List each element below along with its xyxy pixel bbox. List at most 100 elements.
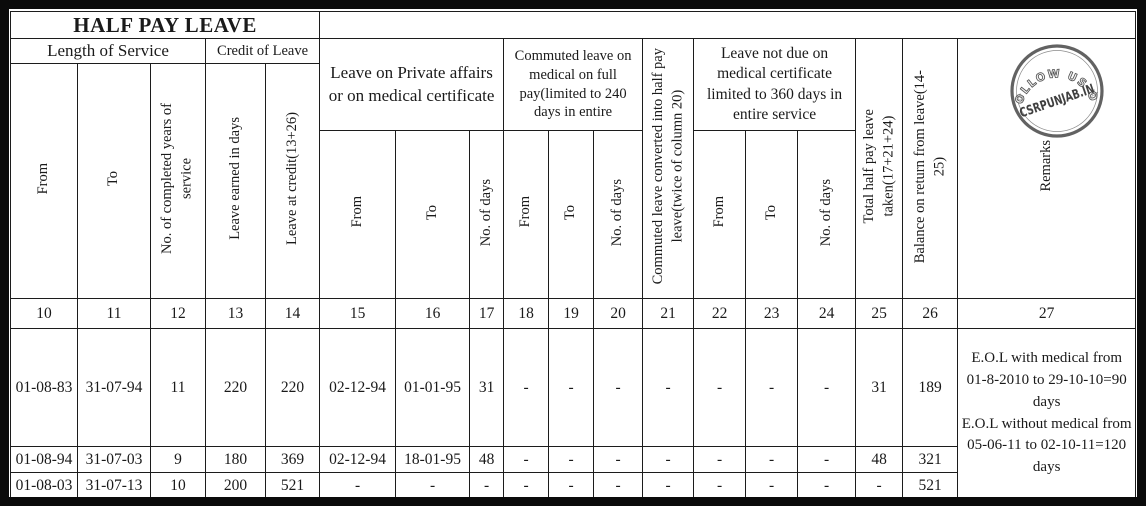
cell: - <box>593 472 644 497</box>
leave-at-credit-label: Leave at credit(13+26) <box>283 112 300 246</box>
cell: 31 <box>469 328 505 448</box>
group-header-commuted-full-pay: Commuted leave on medical on full pay(li… <box>503 37 644 132</box>
column-number: 12 <box>150 298 206 330</box>
cell: - <box>319 472 397 497</box>
remarks-line: E.O.L without medical from 05-06-11 to 0… <box>961 415 1132 476</box>
column-number: 21 <box>642 298 695 330</box>
completed-years-label: No. of completed years of service <box>159 103 195 255</box>
group-header-row: Length of Service Credit of Leave Leave … <box>10 37 1137 300</box>
column-header-commuted-converted-label: Commuted leave converted into half pay l… <box>649 47 686 285</box>
cell: - <box>593 446 644 474</box>
cell: - <box>503 446 550 474</box>
column-number: 10 <box>10 298 78 330</box>
column-number: 11 <box>77 298 151 330</box>
cell: 01-08-03 <box>10 472 78 497</box>
cell: - <box>745 446 799 474</box>
cell: - <box>469 472 505 497</box>
cell: - <box>797 328 857 448</box>
cell: - <box>693 328 747 448</box>
title-row-spacer <box>319 11 1137 39</box>
column-number: 17 <box>469 298 505 330</box>
cell: 321 <box>902 446 959 474</box>
group-header-private-affairs: Leave on Private affairs or on medical c… <box>319 37 505 132</box>
leave-earned-label: Leave earned in days <box>226 117 243 241</box>
no-of-days-label: No. of days <box>817 178 834 246</box>
cell: - <box>593 328 644 448</box>
column-header-commuted-converted: Commuted leave converted into half pay l… <box>642 37 695 300</box>
title-row: HALF PAY LEAVE <box>9 11 1137 39</box>
column-header-to-23: To <box>745 130 799 300</box>
remarks-line: E.O.L with medical from 01-8-2010 to 29-… <box>966 350 1127 410</box>
column-header-days-24: No. of days <box>797 130 857 300</box>
remarks-cell: E.O.L with medical from 01-8-2010 to 29-… <box>957 328 1137 497</box>
column-number: 24 <box>797 298 857 330</box>
column-header-remarks-label: Remarks <box>1037 140 1054 192</box>
from-label: From <box>517 196 534 228</box>
cell: 521 <box>902 472 959 497</box>
cell: 18-01-95 <box>395 446 471 474</box>
cell: - <box>503 328 550 448</box>
cell: - <box>797 472 857 497</box>
column-header-from-10: From <box>10 63 78 300</box>
column-number: 13 <box>205 298 266 330</box>
page-title: HALF PAY LEAVE <box>9 11 321 39</box>
column-header-days-17: No. of days <box>469 130 505 300</box>
group-header-leave-not-due: Leave not due on medical certificate lim… <box>693 37 857 132</box>
column-header-balance-on-return-label: Balance on return from leave(14- 25) <box>911 69 948 263</box>
column-header-to-11: To <box>77 63 151 300</box>
cell: 31-07-94 <box>77 328 151 448</box>
column-header-completed-years: No. of completed years of service <box>150 63 206 300</box>
cell: 220 <box>205 328 266 448</box>
cell: 01-08-83 <box>10 328 78 448</box>
cell: - <box>745 328 799 448</box>
column-header-from-22: From <box>693 130 747 300</box>
cell: 10 <box>150 472 206 497</box>
cell: 48 <box>469 446 505 474</box>
csrpunjab-stamp: FOLLOW US ON ☆ ☆ CSRPUNJAB.IN <box>1005 39 1104 138</box>
cell: 02-12-94 <box>319 446 397 474</box>
stamp-inner-ring <box>1016 50 1098 132</box>
to-label: To <box>105 171 122 187</box>
from-label: From <box>710 196 727 228</box>
column-header-to-16: To <box>395 130 471 300</box>
column-number: 22 <box>693 298 747 330</box>
subheader-row-sections: From To No. of days From To No. of days … <box>11 130 1136 300</box>
half-pay-leave-table: HALF PAY LEAVE Length of Service Credit … <box>9 11 1137 497</box>
to-label: To <box>762 204 779 220</box>
column-header-from-15: From <box>319 130 397 300</box>
cell: - <box>642 328 695 448</box>
cell: 220 <box>264 328 321 448</box>
cell: - <box>642 472 695 497</box>
column-number: 26 <box>902 298 959 330</box>
subheader-row-service: From To No. of completed years of servic… <box>10 63 1136 300</box>
cell: 01-08-94 <box>10 446 78 474</box>
cell: 521 <box>264 472 321 497</box>
column-number-row: 10 11 12 13 14 15 16 17 18 19 20 21 22 2… <box>10 298 1137 330</box>
table-row: 01-08-83 31-07-94 11 220 220 02-12-94 01… <box>10 328 1137 497</box>
column-number: 14 <box>264 298 321 330</box>
column-header-remarks: Remarks <box>957 37 1137 300</box>
cell: - <box>548 472 595 497</box>
column-header-leave-at-credit: Leave at credit(13+26) <box>264 63 321 300</box>
cell: - <box>745 472 799 497</box>
cell: 180 <box>205 446 266 474</box>
cell: 369 <box>264 446 321 474</box>
table-row: 01-08-03 31-07-13 10 200 521 - - - - - -… <box>10 472 1136 497</box>
no-of-days-label: No. of days <box>477 178 494 246</box>
from-label: From <box>348 196 365 228</box>
cell: 02-12-94 <box>319 328 397 448</box>
stamp-outer-ring <box>1010 44 1104 138</box>
column-header-days-20: No. of days <box>593 130 644 300</box>
column-header-to-19: To <box>548 130 595 300</box>
to-label: To <box>423 204 440 220</box>
cell: 189 <box>902 328 959 448</box>
cell: - <box>855 472 904 497</box>
stamp-star-left-icon: ☆ <box>1015 91 1025 104</box>
column-number: 19 <box>548 298 595 330</box>
group-header-length-of-service: Length of Service <box>10 37 206 65</box>
table-row: 01-08-94 31-07-03 9 180 369 02-12-94 18-… <box>10 446 1136 474</box>
cell: 200 <box>205 472 266 497</box>
cell: - <box>693 472 747 497</box>
no-of-days-label: No. of days <box>609 178 626 246</box>
